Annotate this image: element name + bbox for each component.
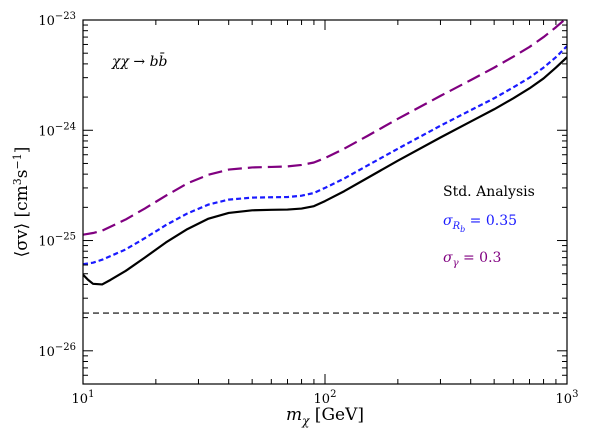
x-tick-label: 102 xyxy=(314,389,337,407)
y-tick-label: 10−24 xyxy=(38,121,76,139)
y-tick-label: 10−23 xyxy=(38,11,76,29)
legend-std-analysis: Std. Analysis xyxy=(443,184,535,200)
legend-sigma-rb: σRb = 0.35 xyxy=(443,213,517,234)
series-line-0 xyxy=(83,56,567,286)
y-axis-title: ⟨σv⟩ [cm3s−1] xyxy=(11,147,32,258)
plot-frame xyxy=(82,19,568,385)
x-axis-title: mχ [GeV] xyxy=(286,405,364,428)
x-tick-label: 103 xyxy=(556,389,579,407)
process-label: χχ → bb̄ xyxy=(111,52,168,70)
series-line-2 xyxy=(83,20,566,236)
y-tick-label: 10−25 xyxy=(38,232,76,250)
y-tick-label: 10−26 xyxy=(38,342,76,360)
labels-layer: 101 102 103 10−26 10−25 10−24 10−23 xyxy=(38,11,578,407)
x-tick-label: 101 xyxy=(72,389,95,407)
series-layer xyxy=(83,20,567,314)
legend-sigma-gamma: σγ = 0.3 xyxy=(443,250,501,269)
series-line-1 xyxy=(83,45,567,266)
ticks-layer xyxy=(82,19,567,385)
